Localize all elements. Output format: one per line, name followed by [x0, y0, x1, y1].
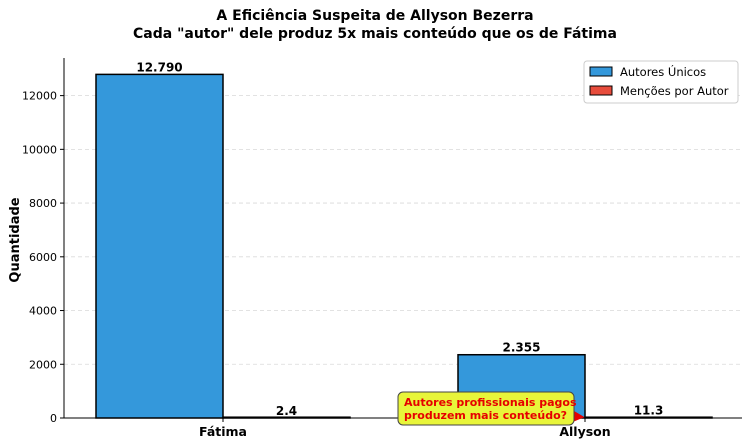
- bars: [95, 73, 713, 419]
- x-tick-label: Allyson: [559, 424, 610, 439]
- y-ticks: 0 2000 4000 6000 8000 10000 12000: [22, 90, 64, 425]
- legend-swatch-mencoes: [589, 85, 613, 96]
- annotation-box: [397, 391, 575, 426]
- chart-subtitle: Cada "autor" dele produz 5x mais conteúd…: [133, 26, 617, 42]
- legend-frame: [583, 60, 739, 104]
- legend: Autores Únicos Menções por Autor: [583, 60, 739, 104]
- y-tick-label: 8000: [29, 197, 57, 210]
- y-tick-label: 12000: [22, 90, 57, 103]
- value-label-mencoes-por-autor: 2.4: [276, 404, 297, 418]
- legend-label-mencoes: Menções por Autor: [620, 84, 729, 98]
- chart-title: A Eficiência Suspeita de Allyson Bezerra: [216, 8, 533, 24]
- annotation: Autores profissionais pagos produzem mai…: [397, 391, 585, 426]
- y-tick-label: 10000: [22, 143, 57, 156]
- value-label-autores-unicos: 12.790: [136, 60, 182, 74]
- value-label-autores-unicos: 2.355: [503, 341, 541, 355]
- y-tick-label: 2000: [29, 358, 57, 371]
- x-tick-label: Fátima: [199, 424, 247, 439]
- value-label-mencoes-por-autor: 11.3: [634, 404, 664, 418]
- value-labels: 12.790 2.4 2.355 11.3: [136, 60, 663, 418]
- y-tick-label: 6000: [29, 251, 57, 264]
- x-ticks: Fátima Allyson: [199, 418, 611, 439]
- annotation-text-line-2: produzem mais conteúdo?: [404, 409, 567, 422]
- y-axis-label: Quantidade: [8, 197, 23, 282]
- bar-autores-unicos: [95, 73, 224, 419]
- legend-label-autores: Autores Únicos: [620, 64, 706, 79]
- y-tick-label: 4000: [29, 305, 57, 318]
- y-tick-label: 0: [50, 412, 57, 425]
- annotation-text-line-1: Autores profissionais pagos: [404, 396, 577, 409]
- legend-swatch-autores: [589, 66, 613, 77]
